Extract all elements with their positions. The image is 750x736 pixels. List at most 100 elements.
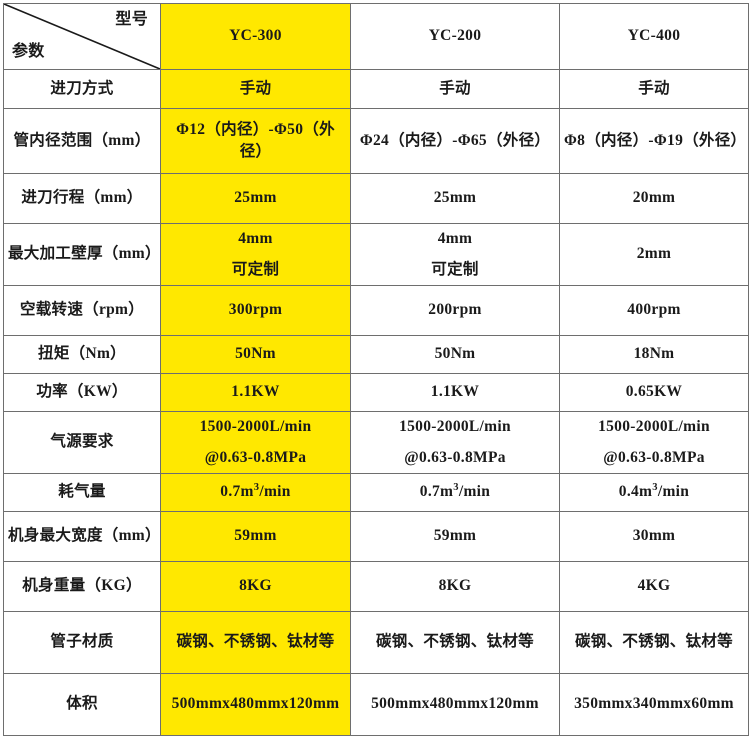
value-line: 50Nm [434, 345, 476, 363]
model-header-yc400: YC-400 [559, 3, 749, 70]
value-line: 碳钢、不锈钢、钛材等 [574, 633, 733, 651]
value-cell-yc300: 碳钢、不锈钢、钛材等 [160, 611, 351, 674]
model-header-yc300: YC-300 [160, 3, 351, 70]
table-row: 耗气量 0.7m3/min 0.7m3/min 0.4m3/min [3, 473, 749, 512]
value-cell-yc300: 59mm [160, 511, 351, 562]
value-line: 25mm [433, 189, 477, 207]
value-cell-yc200: 1500-2000L/min @0.63-0.8MPa [350, 411, 560, 474]
parameter-name-cell: 机身最大宽度（mm） [3, 511, 161, 562]
value-cell-yc400: 30mm [559, 511, 749, 562]
value-cell-yc400: 0.65KW [559, 373, 749, 412]
value-line: 30mm [632, 527, 676, 545]
value-line: 4mm [238, 229, 273, 247]
value-line: @0.63-0.8MPa [404, 449, 506, 466]
table-row: 扭矩（Nm） 50Nm 50Nm 18Nm [3, 335, 749, 374]
spec-table-container: 型号 参数 YC-300 YC-200 YC-400 进刀方式 手动 手动 手动 管内径范围（mm… [3, 3, 749, 736]
value-cell-yc200: 4mm 可定制 [350, 223, 560, 286]
value-cell-yc300: 8KG [160, 561, 351, 612]
value-cell-yc300: 1.1KW [160, 373, 351, 412]
value-cell-yc200: 1.1KW [350, 373, 560, 412]
parameter-name-cell: 机身重量（KG） [3, 561, 161, 612]
value-line: 18Nm [633, 345, 675, 363]
value-line: 0.7m3/min [220, 482, 291, 501]
value-line: 2mm [636, 245, 672, 263]
table-row: 体积 500mmx480mmx120mm 500mmx480mmx120mm 350m… [3, 673, 749, 736]
parameter-name-cell: 空载转速（rpm） [3, 285, 161, 336]
value-line: 4mm [437, 229, 473, 247]
table-row: 功率（KW） 1.1KW 1.1KW 0.65KW [3, 373, 749, 412]
value-cell-yc400: 2mm [559, 223, 749, 286]
value-line: 4KG [637, 577, 671, 595]
value-cell-yc300: 0.7m3/min [160, 473, 351, 512]
table-header-row: 型号 参数 YC-300 YC-200 YC-400 [3, 3, 749, 70]
value-cell-yc400: 0.4m3/min [559, 473, 749, 512]
value-cell-yc200: 手动 [350, 69, 560, 109]
value-line: 400rpm [627, 301, 681, 319]
value-cell-yc400: 350mmx340mmx60mm [559, 673, 749, 736]
value-line: Φ8（内径）-Φ19（外径） [564, 131, 747, 149]
parameter-name-cell: 进刀行程（mm） [3, 173, 161, 224]
value-line: 50Nm [235, 345, 276, 363]
product-specification-table: 型号 参数 YC-300 YC-200 YC-400 进刀方式 手动 手动 手动 管内径范围（mm… [3, 3, 749, 736]
value-line: 手动 [638, 79, 670, 97]
parameter-name-cell: 气源要求 [3, 411, 161, 474]
parameter-name-cell: 扭矩（Nm） [3, 335, 161, 374]
value-line: @0.63-0.8MPa [603, 449, 705, 466]
value-cell-yc300: Φ12（内径）-Φ50（外径） [160, 108, 351, 174]
header-corner-cell: 型号参数 [3, 3, 161, 70]
parameter-name-cell: 进刀方式 [3, 69, 161, 109]
parameter-name-cell: 耗气量 [3, 473, 161, 512]
table-row: 最大加工壁厚（mm） 4mm 可定制 4mm 可定制 2mm [3, 223, 749, 286]
value-line: 20mm [632, 189, 676, 207]
value-line: 1500-2000L/min [199, 417, 312, 435]
table-row: 空载转速（rpm） 300rpm 200rpm 400rpm [3, 285, 749, 336]
value-cell-yc400: 碳钢、不锈钢、钛材等 [559, 611, 749, 674]
diagonal-divider-icon [4, 4, 160, 69]
value-cell-yc400: 20mm [559, 173, 749, 224]
value-line: 1500-2000L/min [598, 417, 710, 435]
value-cell-yc300: 50Nm [160, 335, 351, 374]
value-line: 可定制 [431, 261, 479, 278]
value-cell-yc300: 1500-2000L/min @0.63-0.8MPa [160, 411, 351, 474]
value-line: 300rpm [228, 301, 283, 319]
table-row: 管内径范围（mm） Φ12（内径）-Φ50（外径） Φ24（内径）-Φ65（外径） Φ… [3, 108, 749, 174]
value-cell-yc200: 25mm [350, 173, 560, 224]
table-row: 进刀方式 手动 手动 手动 [3, 69, 749, 109]
value-line: Φ24（内径）-Φ65（外径） [359, 131, 551, 149]
value-cell-yc200: Φ24（内径）-Φ65（外径） [350, 108, 560, 174]
value-cell-yc200: 200rpm [350, 285, 560, 336]
value-line: 0.65KW [625, 383, 683, 401]
value-line: 25mm [234, 189, 277, 207]
parameter-name-cell: 管子材质 [3, 611, 161, 674]
value-cell-yc200: 500mmx480mmx120mm [350, 673, 560, 736]
value-cell-yc300: 500mmx480mmx120mm [160, 673, 351, 736]
value-line: 碳钢、不锈钢、钛材等 [375, 633, 534, 651]
value-line: 手动 [239, 79, 272, 97]
table-row: 机身最大宽度（mm） 59mm 59mm 30mm [3, 511, 749, 562]
value-cell-yc200: 50Nm [350, 335, 560, 374]
value-line: @0.63-0.8MPa [204, 449, 307, 466]
value-line: 0.7m3/min [419, 482, 491, 501]
value-line: 1.1KW [231, 383, 280, 401]
parameter-name-cell: 管内径范围（mm） [3, 108, 161, 174]
value-cell-yc400: 1500-2000L/min @0.63-0.8MPa [559, 411, 749, 474]
header-param-label: 参数 [12, 42, 45, 60]
value-line: 500mmx480mmx120mm [171, 695, 340, 713]
value-cell-yc400: 18Nm [559, 335, 749, 374]
parameter-name-cell: 体积 [3, 673, 161, 736]
table-row: 进刀行程（mm） 25mm 25mm 20mm [3, 173, 749, 224]
value-cell-yc400: Φ8（内径）-Φ19（外径） [559, 108, 749, 174]
value-line: 碳钢、不锈钢、钛材等 [176, 633, 335, 651]
value-line: 8KG [239, 577, 272, 595]
value-line: 手动 [439, 79, 471, 97]
value-line: 350mmx340mmx60mm [574, 695, 734, 713]
value-cell-yc300: 手动 [160, 69, 351, 109]
value-cell-yc200: 8KG [350, 561, 560, 612]
value-cell-yc400: 手动 [559, 69, 749, 109]
value-cell-yc300: 300rpm [160, 285, 351, 336]
parameter-name-cell: 功率（KW） [3, 373, 161, 412]
value-line: 可定制 [231, 261, 280, 278]
value-cell-yc400: 400rpm [559, 285, 749, 336]
value-cell-yc200: 碳钢、不锈钢、钛材等 [350, 611, 560, 674]
header-model-label: 型号 [115, 11, 148, 28]
